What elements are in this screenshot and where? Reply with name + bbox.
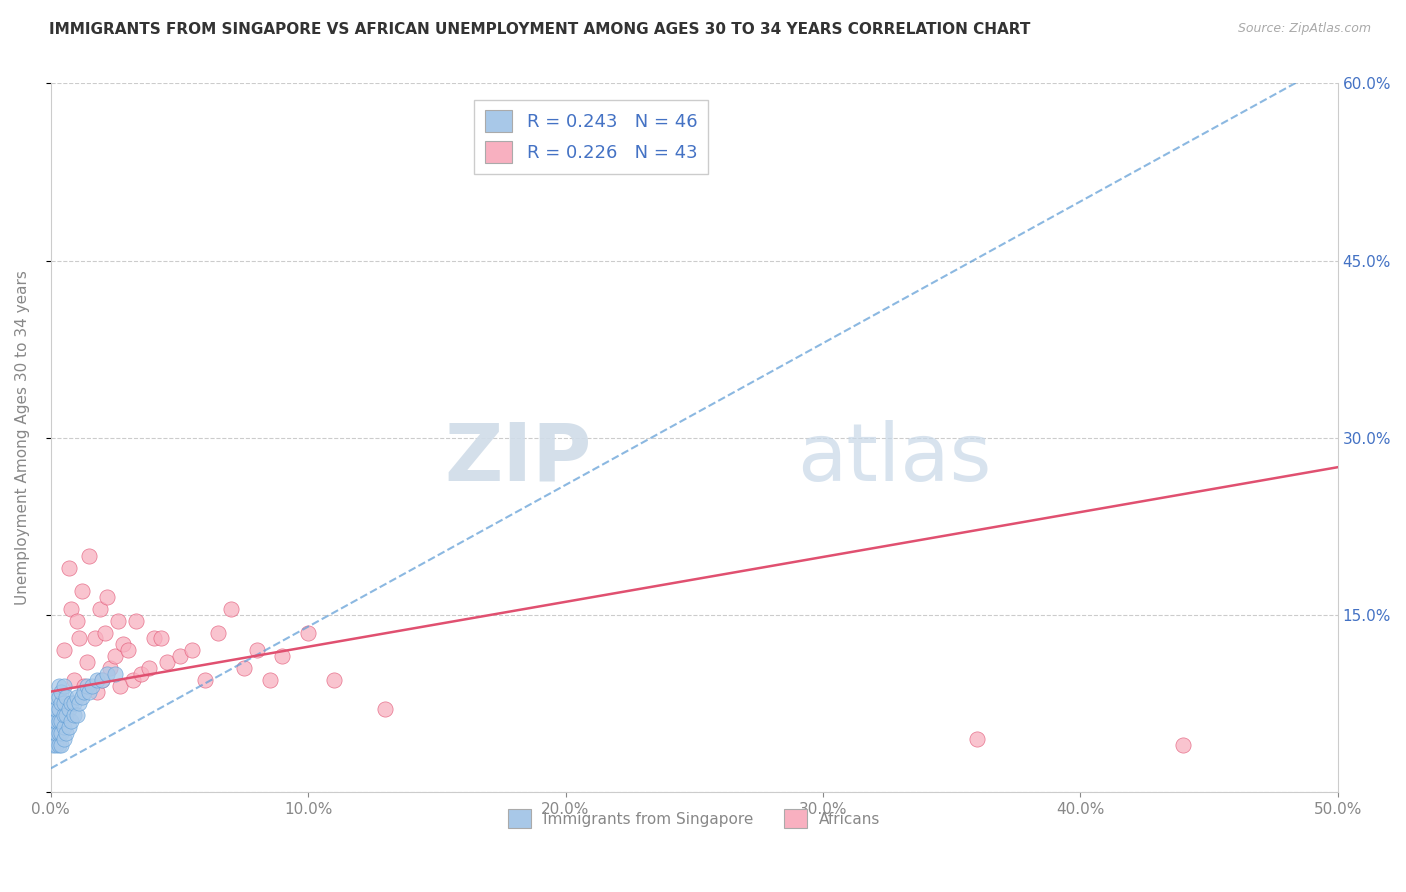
Point: [67, 632, 90, 646]
Point: [122, 673, 145, 687]
Point: [55, 726, 77, 740]
Point: [42, 714, 65, 728]
Point: [48, 738, 70, 752]
Point: [45, 738, 67, 752]
Point: [60, 602, 83, 616]
Point: [70, 690, 93, 705]
Point: [246, 643, 269, 657]
Point: [49, 697, 72, 711]
Point: [104, 649, 127, 664]
Point: [80, 679, 103, 693]
Point: [138, 661, 160, 675]
Point: [111, 637, 134, 651]
Point: [52, 708, 75, 723]
Point: [49, 726, 72, 740]
Text: IMMIGRANTS FROM SINGAPORE VS AFRICAN UNEMPLOYMENT AMONG AGES 30 TO 34 YEARS CORR: IMMIGRANTS FROM SINGAPORE VS AFRICAN UNE…: [49, 22, 1031, 37]
Point: [181, 643, 204, 657]
Point: [271, 649, 294, 664]
Point: [48, 714, 70, 728]
Point: [63, 673, 86, 687]
Point: [65, 614, 87, 628]
Point: [58, 720, 80, 734]
Point: [42, 738, 65, 752]
Point: [297, 625, 319, 640]
Point: [49, 738, 72, 752]
Point: [96, 590, 118, 604]
Legend: Immigrants from Singapore, Africans: Immigrants from Singapore, Africans: [502, 803, 887, 834]
Point: [107, 614, 129, 628]
Text: ZIP: ZIP: [444, 420, 592, 498]
Text: atlas: atlas: [797, 420, 991, 498]
Point: [45, 702, 67, 716]
Point: [45, 714, 67, 728]
Point: [70, 584, 93, 599]
Point: [52, 731, 75, 746]
Point: [86, 673, 108, 687]
Point: [91, 673, 114, 687]
Point: [79, 549, 101, 563]
Point: [232, 661, 254, 675]
Point: [55, 690, 77, 705]
Point: [207, 625, 229, 640]
Point: [42, 702, 65, 716]
Point: [48, 726, 70, 740]
Point: [259, 673, 281, 687]
Point: [89, 602, 111, 616]
Point: [83, 632, 105, 646]
Point: [104, 666, 127, 681]
Point: [48, 702, 70, 716]
Point: [142, 632, 165, 646]
Point: [98, 661, 121, 675]
Point: [63, 697, 86, 711]
Point: [91, 673, 114, 687]
Point: [86, 684, 108, 698]
Point: [67, 697, 90, 711]
Point: [65, 708, 87, 723]
Point: [129, 666, 152, 681]
Point: [45, 690, 67, 705]
Point: [94, 625, 117, 640]
Point: [65, 690, 87, 705]
Point: [58, 702, 80, 716]
Point: [125, 614, 148, 628]
Point: [76, 679, 98, 693]
Point: [48, 679, 70, 693]
Point: [79, 684, 101, 698]
Point: [73, 684, 96, 698]
Point: [150, 632, 173, 646]
Point: [169, 649, 191, 664]
Point: [60, 714, 83, 728]
Point: [374, 702, 396, 716]
Point: [117, 643, 139, 657]
Point: [58, 560, 80, 574]
Point: [194, 673, 217, 687]
Point: [49, 684, 72, 698]
Point: [219, 602, 242, 616]
Point: [60, 697, 83, 711]
Point: [48, 690, 70, 705]
Point: [966, 731, 988, 746]
Point: [55, 708, 77, 723]
Point: [52, 643, 75, 657]
Y-axis label: Unemployment Among Ages 30 to 34 years: Unemployment Among Ages 30 to 34 years: [15, 270, 30, 605]
Point: [1173, 738, 1195, 752]
Point: [52, 679, 75, 693]
Point: [323, 673, 346, 687]
Text: Source: ZipAtlas.com: Source: ZipAtlas.com: [1237, 22, 1371, 36]
Point: [42, 726, 65, 740]
Point: [96, 666, 118, 681]
Point: [52, 720, 75, 734]
Point: [49, 714, 72, 728]
Point: [73, 679, 96, 693]
Point: [110, 679, 132, 693]
Point: [76, 655, 98, 669]
Point: [63, 708, 86, 723]
Point: [45, 726, 67, 740]
Point: [52, 697, 75, 711]
Point: [156, 655, 179, 669]
